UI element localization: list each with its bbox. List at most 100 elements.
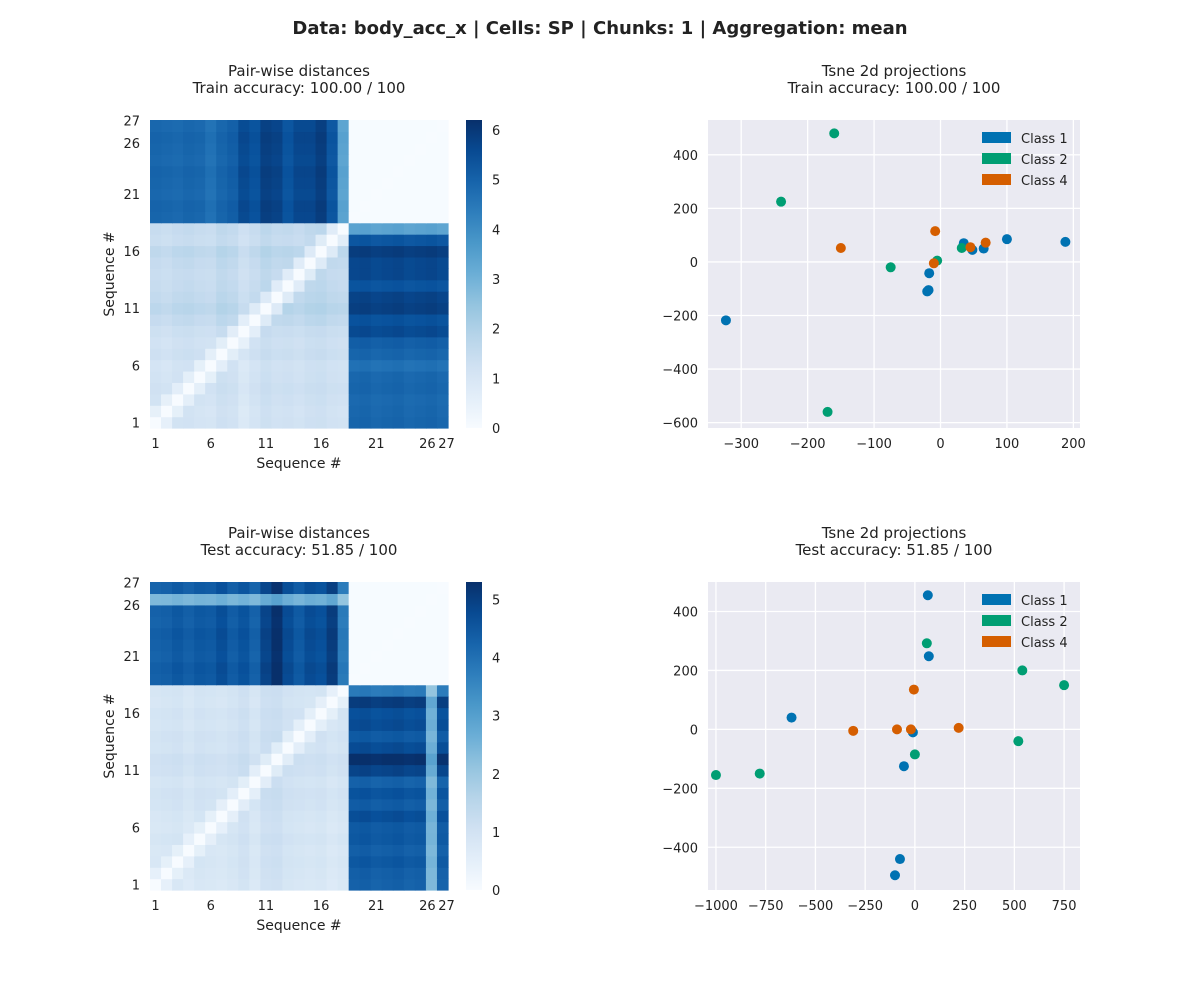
heatmap-cell [205,878,217,891]
heatmap-cell [370,650,383,663]
heatmap-cell [183,821,195,834]
heatmap-cell [337,661,350,674]
heatmap-cell [183,336,195,349]
heatmap-cell [249,199,261,212]
heatmap-cell [359,199,372,212]
heatmap-cell [414,291,427,304]
heatmap-cell [216,867,228,880]
heatmap-cell [425,302,438,315]
heatmap-cell [293,741,306,754]
heatmap-cell [370,878,383,891]
y-tick-label: −600 [662,417,698,432]
heatmap-cell [183,393,195,406]
heatmap-cell [150,348,162,361]
heatmap-cell [370,154,383,167]
heatmap-cell [381,844,394,857]
heatmap-cell [172,348,184,361]
heatmap-cell [238,222,250,235]
heatmap-cell [238,844,250,857]
heatmap-cell [150,844,162,857]
heatmap-cell [227,593,239,606]
heatmap-cell [315,764,328,777]
heatmap-cell [293,177,306,190]
heatmap-cell [436,325,449,338]
heatmap-cell [403,245,416,258]
heatmap-cell [271,867,284,880]
heatmap-cell [392,188,405,201]
point-class-2 [822,406,833,417]
heatmap-cell [161,582,173,595]
heatmap-cell [304,348,317,361]
heatmap-cell [238,650,250,663]
heatmap-cell [150,878,162,891]
point-class-4 [891,724,902,735]
heatmap-cell [161,279,173,292]
heatmap-cell [436,234,449,247]
x-tick-label: 500 [1002,899,1027,914]
heatmap-cell [348,302,361,315]
heatmap-cell [326,627,339,640]
heatmap-cell [227,291,239,304]
heatmap-cell [282,810,295,823]
heatmap-cell [304,120,317,133]
heatmap-cell [238,593,250,606]
heatmap-cell [150,696,162,709]
heatmap-cell [238,684,250,697]
heatmap-cell [381,199,394,212]
heatmap-cell [183,177,195,190]
heatmap-cell [381,211,394,224]
heatmap-cell [370,616,383,629]
heatmap-cell [403,142,416,155]
heatmap-cell [271,416,284,429]
heatmap-cell [381,627,394,640]
heatmap-cell [249,855,261,868]
heatmap-cell [425,650,438,663]
heatmap-cell [150,154,162,167]
heatmap-cell [326,741,339,754]
heatmap-cell [205,696,217,709]
heatmap-cell [205,302,217,315]
heatmap-cell [172,593,184,606]
heatmap-cell [403,211,416,224]
heatmap-cell [238,256,250,269]
heatmap-cell [271,325,284,338]
heatmap-cell [238,821,250,834]
heatmap-cell [337,313,350,326]
heatmap-cell [238,604,250,617]
heatmap-cell [425,325,438,338]
heatmap-cell [436,142,449,155]
heatmap-cell [315,325,328,338]
heatmap-cell [205,661,217,674]
heatmap-cell [183,787,195,800]
heatmap-cell [249,730,261,743]
heatmap-cell [348,405,361,418]
heatmap-cell [260,627,273,640]
heatmap-cell [282,154,295,167]
heatmap-cell [414,393,427,406]
heatmap-cell [337,753,350,766]
heatmap-cell [304,405,317,418]
heatmap-cell [227,325,239,338]
heatmap-cell [249,867,261,880]
point-class-4 [905,724,916,735]
x-axis-label: Sequence # [256,456,341,472]
heatmap-cell [293,696,306,709]
heatmap-cell [172,405,184,418]
heatmap-cell [205,867,217,880]
heatmap-cell [293,661,306,674]
heatmap-cell [260,593,273,606]
point-class-2 [710,770,721,781]
heatmap-cell [425,639,438,652]
heatmap-cell [392,382,405,395]
heatmap-cell [216,359,228,372]
heatmap-cell [205,348,217,361]
heatmap-cell [271,256,284,269]
heatmap-cell [293,650,306,663]
heatmap-cell [359,673,372,686]
heatmap-cell [337,405,350,418]
heatmap-cell [293,165,306,178]
heatmap-cell [293,256,306,269]
heatmap-cell [304,639,317,652]
panel-title-line-2: Test accuracy: 51.85 / 100 [200,541,398,559]
heatmap-cell [249,741,261,754]
